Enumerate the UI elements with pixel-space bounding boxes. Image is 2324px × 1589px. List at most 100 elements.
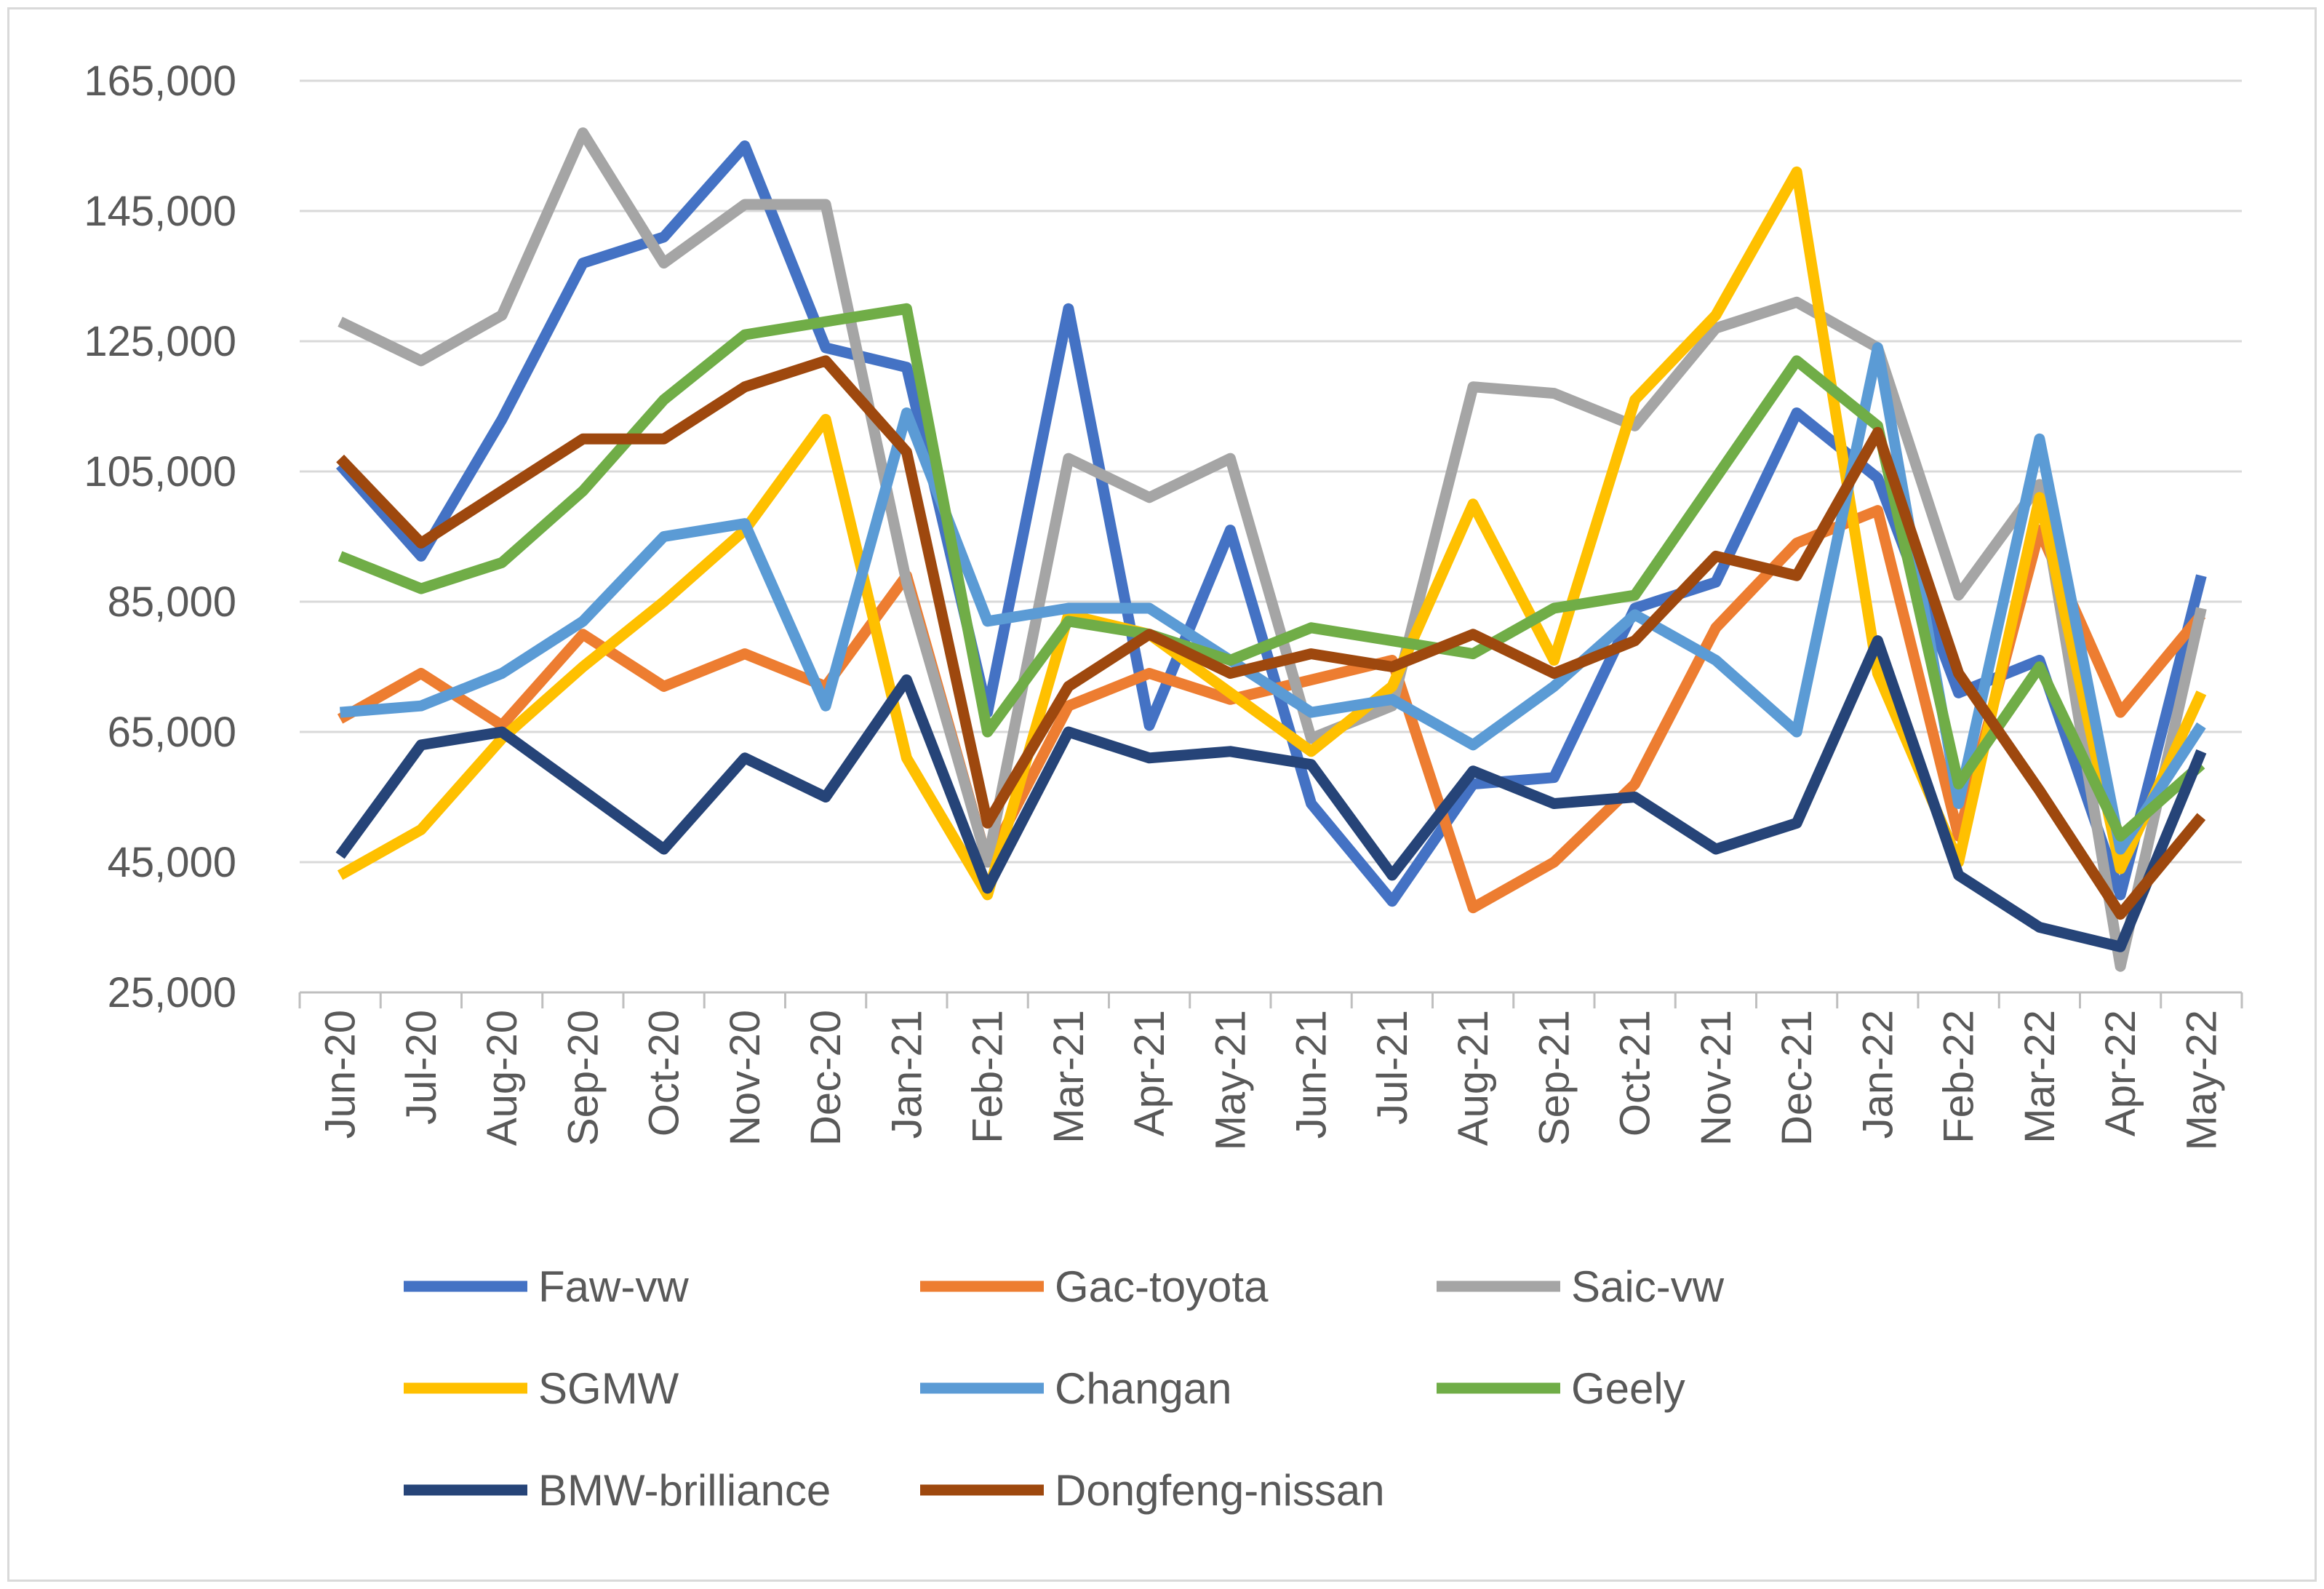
y-tick-label: 65,000 (108, 709, 236, 756)
data-point-dongfeng-nissan (1634, 640, 1637, 642)
data-point-geely (1229, 659, 1231, 662)
legend-item-gac-toyota[interactable]: Gac-toyota (920, 1262, 1269, 1311)
data-point-saic-vw (500, 314, 503, 316)
data-point-faw-vw (1229, 529, 1231, 532)
data-point-saic-vw (1634, 424, 1637, 427)
y-tick-label: 105,000 (84, 448, 236, 495)
series-line-saic-vw (338, 127, 2207, 972)
y-tick-label: 165,000 (84, 57, 236, 105)
data-point-gac-toyota (663, 685, 666, 688)
legend-item-geely[interactable]: Geely (1437, 1364, 1685, 1413)
legend-item-faw-vw[interactable]: Faw-vw (404, 1262, 689, 1311)
data-point-geely (339, 554, 342, 557)
legend-item-bmw-brilliance[interactable]: BMW-brilliance (404, 1466, 831, 1515)
data-point-saic-vw (1472, 386, 1474, 389)
data-point-gac-toyota (1795, 541, 1798, 544)
data-point-geely (500, 561, 503, 564)
x-tick-label: Aug-20 (479, 1010, 526, 1146)
data-point-changan (1472, 744, 1474, 746)
data-point-sgmw (1634, 399, 1637, 402)
data-point-dongfeng-nissan (581, 437, 584, 440)
data-point-sgmw (824, 418, 827, 421)
x-tick-label: Jan-22 (1854, 1010, 1901, 1139)
data-point-faw-vw (2119, 893, 2122, 896)
y-tick-label: 145,000 (84, 188, 236, 235)
data-point-faw-vw (905, 366, 908, 369)
data-point-gac-toyota (1714, 626, 1717, 629)
data-point-faw-vw (500, 418, 503, 421)
data-point-geely (1310, 626, 1313, 629)
data-point-bmw-brilliance (1067, 730, 1070, 733)
data-point-geely (986, 730, 989, 733)
x-tick-label: Mar-21 (1045, 1010, 1093, 1144)
data-point-bmw-brilliance (1795, 821, 1798, 824)
data-point-faw-vw (663, 236, 666, 239)
data-point-gac-toyota (2119, 711, 2122, 714)
legend-item-dongfeng-nissan[interactable]: Dongfeng-nissan (920, 1466, 1385, 1515)
x-tick-label: Apr-22 (2097, 1010, 2144, 1136)
x-tick-label: Nov-20 (722, 1010, 769, 1146)
data-point-geely (1067, 620, 1070, 623)
data-point-changan (339, 711, 342, 714)
data-point-bmw-brilliance (1310, 763, 1313, 766)
data-point-sgmw (581, 666, 584, 669)
data-point-dongfeng-nissan (743, 386, 746, 389)
data-point-changan (824, 704, 827, 707)
legend-label: Changan (1055, 1364, 1232, 1413)
data-point-saic-vw (824, 203, 827, 206)
data-point-bmw-brilliance (986, 887, 989, 890)
data-point-dongfeng-nissan (1148, 633, 1151, 636)
data-point-changan (1067, 607, 1070, 610)
data-point-sgmw (1472, 503, 1474, 506)
series-line-dongfeng-nissan (336, 355, 2206, 920)
data-point-bmw-brilliance (743, 757, 746, 760)
data-point-bmw-brilliance (1229, 750, 1231, 753)
data-point-changan (2038, 437, 2041, 440)
data-point-dongfeng-nissan (1795, 574, 1798, 577)
x-tick-label: May-21 (1207, 1010, 1254, 1150)
legend-item-saic-vw[interactable]: Saic-vw (1437, 1262, 1725, 1311)
data-point-changan (1634, 613, 1637, 616)
data-point-changan (2200, 724, 2203, 727)
data-point-sgmw (1229, 691, 1231, 694)
data-point-dongfeng-nissan (1876, 431, 1879, 434)
data-point-bmw-brilliance (1634, 796, 1637, 799)
data-point-saic-vw (2119, 965, 2122, 968)
data-point-changan (905, 411, 908, 414)
legend: Faw-vw Gac-toyota Saic-vw SGMW Changan Geely B… (404, 1262, 1725, 1515)
data-point-geely (1552, 607, 1555, 610)
data-point-bmw-brilliance (1714, 848, 1717, 851)
data-point-saic-vw (420, 359, 423, 362)
legend-item-sgmw[interactable]: SGMW (404, 1364, 679, 1413)
data-point-dongfeng-nissan (905, 450, 908, 453)
data-point-faw-vw (1472, 783, 1474, 786)
x-tick-label: Mar-22 (2016, 1010, 2064, 1144)
data-point-geely (2038, 666, 2041, 669)
data-point-dongfeng-nissan (1957, 672, 1960, 674)
data-point-faw-vw (581, 262, 584, 265)
data-point-faw-vw (1634, 607, 1637, 610)
data-point-dongfeng-nissan (1714, 554, 1717, 557)
data-point-geely (581, 490, 584, 493)
legend-item-changan[interactable]: Changan (920, 1364, 1232, 1413)
data-point-changan (1876, 346, 1879, 349)
legend-label: Geely (1571, 1364, 1685, 1413)
axes: 25,000 45,000 65,000 85,000 105,000 125,000 14… (84, 57, 2243, 1150)
data-point-gac-toyota (420, 672, 423, 674)
data-point-sgmw (2038, 496, 2041, 499)
data-point-bmw-brilliance (663, 848, 666, 851)
series-line-changan (340, 342, 2206, 855)
data-point-dongfeng-nissan (824, 359, 827, 362)
data-point-dongfeng-nissan (1229, 672, 1231, 674)
data-point-sgmw (2200, 691, 2203, 694)
data-point-gac-toyota (500, 724, 503, 727)
series-lines (335, 127, 2207, 972)
data-point-bmw-brilliance (2119, 945, 2122, 948)
data-point-saic-vw (2200, 607, 2203, 610)
x-tick-label: Jan-21 (883, 1010, 930, 1139)
data-point-changan (500, 672, 503, 674)
x-tick-label: Jun-21 (1288, 1010, 1335, 1139)
data-point-gac-toyota (1472, 907, 1474, 909)
data-point-gac-toyota (743, 653, 746, 656)
